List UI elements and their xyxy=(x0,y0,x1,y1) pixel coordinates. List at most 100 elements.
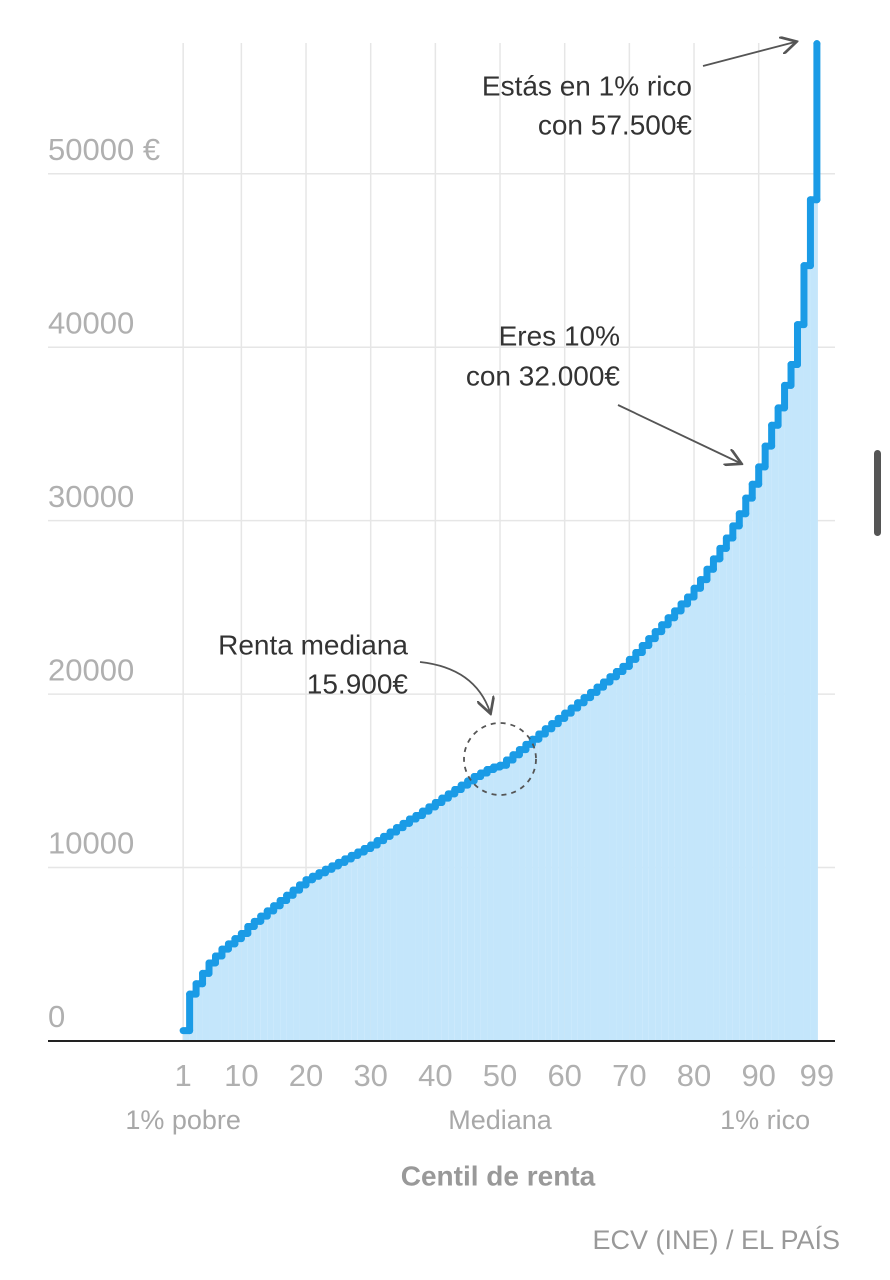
x-tick-label: 40 xyxy=(418,1058,452,1093)
area-step xyxy=(584,697,591,1041)
area-step xyxy=(713,558,720,1041)
source: ECV (INE) / EL PAÍS xyxy=(592,1225,840,1255)
area-step xyxy=(571,707,578,1041)
area-step xyxy=(674,610,682,1041)
area-step xyxy=(655,631,662,1041)
area-step xyxy=(428,806,436,1041)
area-step xyxy=(435,802,442,1041)
area-step xyxy=(202,973,210,1041)
area-step xyxy=(415,815,423,1041)
area-step xyxy=(590,692,598,1041)
area-step xyxy=(351,855,358,1041)
y-tick-label: 10000 xyxy=(48,826,134,861)
y-tick-label: 30000 xyxy=(48,479,134,514)
x-tick-label: 99 xyxy=(800,1058,834,1093)
area-step xyxy=(474,776,481,1041)
area-step xyxy=(816,43,818,1041)
area-step xyxy=(739,513,746,1041)
x-tick-label: 10 xyxy=(224,1058,258,1093)
area-step xyxy=(396,827,404,1041)
area-step xyxy=(558,718,565,1041)
area-step xyxy=(183,1030,190,1041)
area-step xyxy=(493,766,501,1041)
arrow xyxy=(419,661,490,712)
area-step xyxy=(661,624,669,1041)
area-step xyxy=(597,687,604,1041)
area-step xyxy=(681,603,688,1041)
annotation: Renta mediana xyxy=(218,629,408,660)
area-step xyxy=(551,723,559,1041)
area-step xyxy=(370,845,378,1041)
area-step xyxy=(694,588,701,1041)
scrollbar[interactable] xyxy=(874,450,881,536)
x-tick-label: 50 xyxy=(483,1058,517,1093)
area-step xyxy=(629,659,636,1041)
area-step xyxy=(441,798,449,1041)
area-step xyxy=(732,525,740,1041)
x-sublabel: 1% rico xyxy=(720,1105,810,1135)
annotation: Eres 10% xyxy=(499,320,620,351)
area-step xyxy=(357,851,365,1041)
area-step xyxy=(700,579,707,1041)
area-step xyxy=(532,739,539,1041)
area-step xyxy=(487,769,494,1041)
area-step xyxy=(422,811,429,1041)
area-step xyxy=(577,702,585,1041)
area-step xyxy=(519,749,526,1041)
area-step xyxy=(215,956,222,1041)
x-axis-title: Centil de renta xyxy=(401,1160,596,1191)
area-step xyxy=(603,681,610,1041)
x-tick-label: 1 xyxy=(175,1058,192,1093)
x-tick-label: 20 xyxy=(289,1058,323,1093)
annotation: con 57.500€ xyxy=(538,109,693,140)
area-step xyxy=(635,652,643,1041)
area-step xyxy=(383,836,391,1041)
area-step xyxy=(247,926,255,1041)
area-step xyxy=(771,425,779,1041)
area-step xyxy=(467,780,475,1041)
area-step xyxy=(221,949,229,1041)
area-step xyxy=(745,498,753,1041)
area-step xyxy=(267,910,274,1041)
arrow xyxy=(702,42,795,67)
area-step xyxy=(338,862,345,1041)
area-step xyxy=(228,943,235,1041)
annotation: con 32.000€ xyxy=(466,360,621,391)
x-tick-label: 90 xyxy=(741,1058,775,1093)
area-step xyxy=(622,666,630,1041)
area-step xyxy=(480,773,488,1041)
area-step xyxy=(196,983,203,1041)
x-sublabel: 1% pobre xyxy=(125,1105,241,1135)
area-step xyxy=(325,869,332,1041)
area-step xyxy=(752,484,759,1041)
area-step xyxy=(500,765,507,1041)
area-step xyxy=(448,793,455,1041)
area-step xyxy=(668,617,675,1041)
area-step xyxy=(765,446,772,1042)
area-step xyxy=(344,858,352,1041)
area-step xyxy=(280,900,287,1041)
area-step xyxy=(797,324,804,1041)
y-tick-label: 0 xyxy=(48,999,65,1034)
area-step xyxy=(726,538,733,1041)
area-step xyxy=(609,676,617,1041)
y-tick-label: 50000 € xyxy=(48,132,160,167)
area-step xyxy=(260,916,268,1041)
area-step xyxy=(616,671,623,1041)
x-tick-label: 30 xyxy=(353,1058,387,1093)
area-step xyxy=(784,385,792,1042)
area-step xyxy=(293,890,300,1041)
area-step xyxy=(810,199,817,1041)
area-step xyxy=(525,744,533,1041)
area-step xyxy=(778,407,785,1041)
area-step xyxy=(758,466,766,1041)
x-tick-label: 80 xyxy=(677,1058,711,1093)
area-step xyxy=(803,265,811,1041)
area-step xyxy=(512,754,520,1041)
area-step xyxy=(642,645,649,1041)
area-step xyxy=(454,789,462,1041)
area-step xyxy=(687,596,695,1041)
area-step xyxy=(545,728,552,1041)
area-step xyxy=(318,872,326,1041)
